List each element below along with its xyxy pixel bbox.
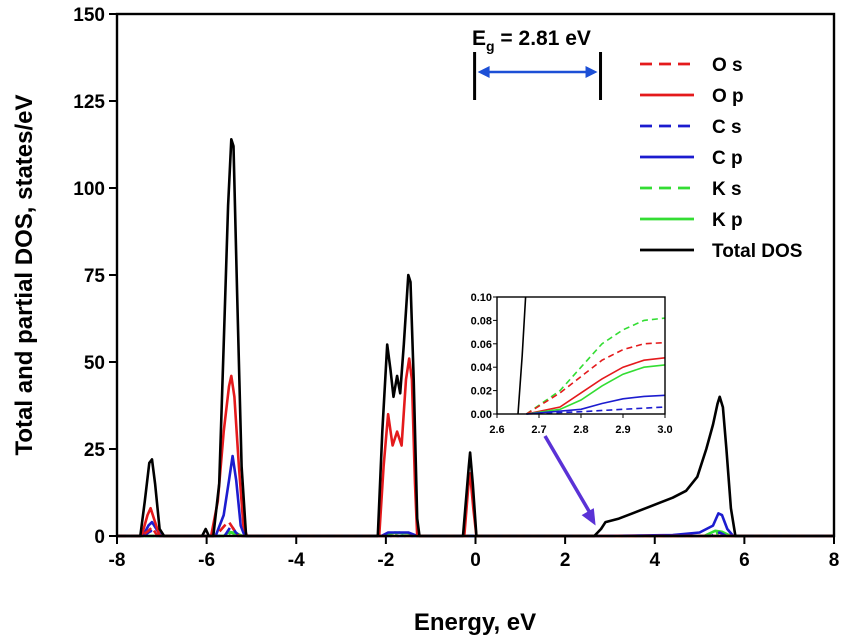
legend-label-o-p: O p [712, 86, 744, 107]
band-gap-symbol: E [472, 27, 486, 50]
inset-pointer-arrow [543, 435, 596, 526]
inset-series-total-dos [517, 296, 527, 415]
series-line-total-dos [117, 138, 834, 538]
pointer-arrow-shaft [543, 435, 594, 517]
inset-x-tick-label: 3.0 [657, 424, 672, 436]
x-tick-label: 6 [739, 550, 750, 571]
inset-y-tick-label: 0.02 [471, 386, 492, 398]
x-axis-label: Energy, eV [414, 609, 536, 636]
x-tick-label: 2 [560, 550, 571, 571]
inset-x-tick-label: 2.9 [615, 424, 630, 436]
band-gap-annotation: Eg = 2.81 eV [472, 27, 603, 100]
inset-series-o-p [526, 357, 666, 415]
band-gap-arrow-head-right [585, 66, 598, 78]
band-gap-subscript: g [486, 38, 495, 54]
axis-layer: -8 -6 -4 -2 0 2 4 6 8 0 25 50 75 100 125 150 [73, 5, 839, 571]
inset-series-c-s [526, 406, 666, 415]
legend: O s O p C s C p K s K p Total DOS [640, 55, 802, 262]
y-tick-label: 125 [73, 92, 105, 113]
y-tick-label: 25 [84, 440, 106, 461]
x-tick-label: -8 [109, 550, 126, 571]
legend-label-k-s: K s [712, 179, 742, 200]
inset-y-tick-label: 0.06 [471, 339, 492, 351]
y-axis-label: Total and partial DOS, states/eV [11, 95, 38, 456]
x-tick-label: -2 [377, 550, 394, 571]
inset-y-tick-label: 0.08 [471, 315, 492, 327]
y-tick-label: 0 [94, 527, 105, 548]
inset-x-tick-label: 2.6 [489, 424, 504, 436]
legend-label-k-p: K p [712, 210, 743, 231]
band-gap-arrow-head-left [477, 66, 490, 78]
legend-label-c-s: C s [712, 117, 742, 138]
inset-series-c-p [526, 394, 666, 415]
inset-y-tick-label: 0.10 [471, 292, 492, 304]
inset-chart: 2.6 2.7 2.8 2.9 3.0 0.00 0.02 0.04 0.06 0.08 0.10 [471, 292, 673, 436]
y-tick-label: 100 [73, 179, 105, 200]
inset-series-o-s [525, 341, 666, 415]
series-line-o-s [117, 520, 834, 538]
x-tick-label: -6 [198, 550, 215, 571]
x-tick-label: -4 [288, 550, 305, 571]
inset-y-tick-label: 0.00 [471, 409, 492, 421]
inset-x-tick-label: 2.8 [573, 424, 588, 436]
inset-y-tick-label: 0.04 [471, 362, 493, 374]
y-tick-label: 50 [84, 353, 105, 374]
y-tick-label: 75 [84, 266, 106, 287]
inset-series-k-s [525, 317, 666, 415]
x-tick-label: 8 [829, 550, 840, 571]
inset-series-k-p [526, 364, 666, 415]
legend-label-total-dos: Total DOS [712, 241, 802, 262]
y-tick-label: 150 [73, 5, 105, 26]
x-tick-label: 4 [649, 550, 660, 571]
pointer-arrow-head [581, 508, 596, 526]
band-gap-label: Eg = 2.81 eV [472, 27, 591, 54]
legend-label-c-p: C p [712, 148, 743, 169]
band-gap-value: = 2.81 eV [495, 27, 591, 50]
x-tick-label: 0 [470, 550, 481, 571]
legend-label-o-s: O s [712, 55, 743, 76]
inset-x-tick-label: 2.7 [531, 424, 546, 436]
